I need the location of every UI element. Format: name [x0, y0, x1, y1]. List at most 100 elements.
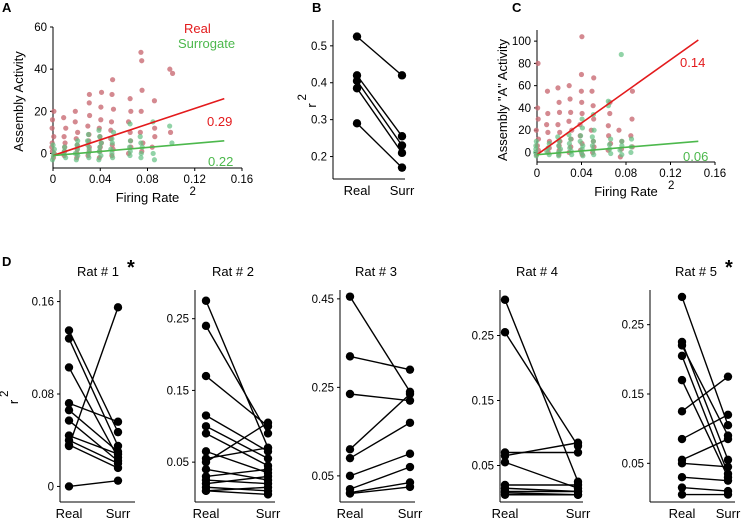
- real-point: [201, 371, 211, 381]
- pair-line: [349, 296, 411, 393]
- real-point: [201, 465, 211, 474]
- real-point: [545, 129, 551, 135]
- surrogate-point: [138, 155, 144, 161]
- surrogate-point: [96, 157, 102, 163]
- x-tick-label: 0.12: [184, 174, 206, 186]
- real-point: [556, 99, 562, 105]
- real-point: [139, 58, 145, 64]
- surrogate-point: [138, 150, 144, 157]
- pair-line: [356, 87, 403, 154]
- real-point: [568, 109, 574, 115]
- pair-line: [205, 468, 269, 478]
- real-r2-label: 0.14: [680, 55, 705, 70]
- pair-line: [68, 409, 119, 453]
- pair-line: [205, 486, 269, 492]
- real-point: [51, 108, 57, 114]
- y-tick-label: 40: [518, 103, 531, 115]
- real-point: [109, 91, 115, 98]
- real-point: [98, 117, 104, 123]
- x-category-label: Real: [193, 506, 220, 521]
- surrogate-point: [618, 51, 624, 58]
- real-point: [566, 118, 572, 124]
- surr-point: [723, 410, 733, 419]
- real-point: [128, 108, 134, 114]
- surr-point: [397, 132, 407, 141]
- surrogate-point: [84, 138, 91, 144]
- y-tick-label: 60: [34, 22, 47, 34]
- real-point: [201, 486, 211, 496]
- real-point: [51, 134, 57, 140]
- pair-line: [68, 330, 119, 433]
- real-point: [201, 321, 211, 331]
- y-tick-label: 0.05: [472, 461, 494, 473]
- y-tick-label: 0: [525, 147, 531, 159]
- surrogate-r2-label: 0.06: [683, 149, 708, 164]
- pair-line: [349, 453, 411, 477]
- surrogate-point: [137, 134, 143, 140]
- y-tick-label: 0.08: [32, 389, 54, 401]
- real-point: [63, 125, 69, 131]
- surrogate-point: [51, 146, 57, 152]
- y-axis-label: r: [304, 103, 319, 108]
- y-tick-label: 80: [518, 58, 531, 70]
- real-point: [591, 75, 597, 81]
- surrogate-point: [607, 136, 614, 142]
- real-point: [345, 445, 355, 454]
- y-tick-label: 20: [34, 106, 47, 118]
- real-point: [352, 32, 362, 41]
- pair-line: [504, 461, 579, 489]
- real-point: [677, 490, 687, 499]
- pair-line: [681, 486, 729, 492]
- real-point: [544, 122, 550, 128]
- y-tick-label: 0.05: [167, 457, 189, 469]
- y-tick-label: 0.25: [472, 331, 494, 343]
- real-point: [579, 99, 585, 105]
- y-tick-label: 0.05: [312, 471, 334, 483]
- surrogate-point: [606, 142, 613, 148]
- surr-point: [397, 141, 407, 150]
- real-point: [201, 422, 211, 431]
- y-tick-label: 0: [41, 148, 47, 160]
- pair-line: [349, 486, 411, 495]
- surrogate-point: [567, 145, 573, 151]
- x-tick-label: 0.08: [136, 174, 158, 186]
- surrogate-point: [85, 131, 92, 138]
- real-point: [345, 489, 355, 498]
- surr-point: [113, 449, 123, 459]
- real-point: [566, 83, 572, 89]
- y-tick-label: 0.05: [622, 458, 644, 470]
- surrogate-point: [533, 143, 539, 149]
- surrogate-point: [589, 134, 595, 140]
- real-point: [64, 441, 74, 451]
- surr-point: [723, 490, 733, 499]
- surr-point: [263, 472, 273, 481]
- significance-marker: *: [725, 257, 733, 279]
- panel-title: Rat # 1: [77, 264, 119, 279]
- real-point: [345, 471, 355, 481]
- real-point: [61, 115, 67, 121]
- surrogate-point: [62, 144, 68, 150]
- surr-point: [723, 372, 733, 381]
- x-tick-label: 0: [50, 174, 56, 186]
- real-point: [352, 84, 362, 93]
- x-category-label: Real: [492, 506, 519, 521]
- real-point: [629, 116, 635, 122]
- panel-D5: 0.05 0.15 0.25 Real Surr Rat # 5 *: [622, 257, 741, 521]
- real-point: [345, 292, 355, 301]
- pair-line: [205, 325, 269, 434]
- surr-point: [405, 365, 415, 374]
- y-tick-label: 0.25: [167, 314, 189, 326]
- pair-line: [681, 462, 729, 468]
- real-point: [535, 105, 541, 111]
- real-point: [201, 457, 211, 467]
- real-point: [138, 49, 144, 55]
- surr-point: [573, 480, 583, 490]
- real-point: [64, 334, 74, 343]
- real-point: [579, 34, 585, 40]
- panel-D3: 0.05 0.25 0.45 Real Surr Rat # 3: [312, 264, 423, 521]
- real-point: [352, 76, 362, 86]
- x-category-label: Real: [669, 506, 696, 521]
- surr-point: [723, 476, 733, 485]
- surrogate-point: [73, 157, 79, 163]
- panel-title: Rat # 2: [212, 264, 254, 279]
